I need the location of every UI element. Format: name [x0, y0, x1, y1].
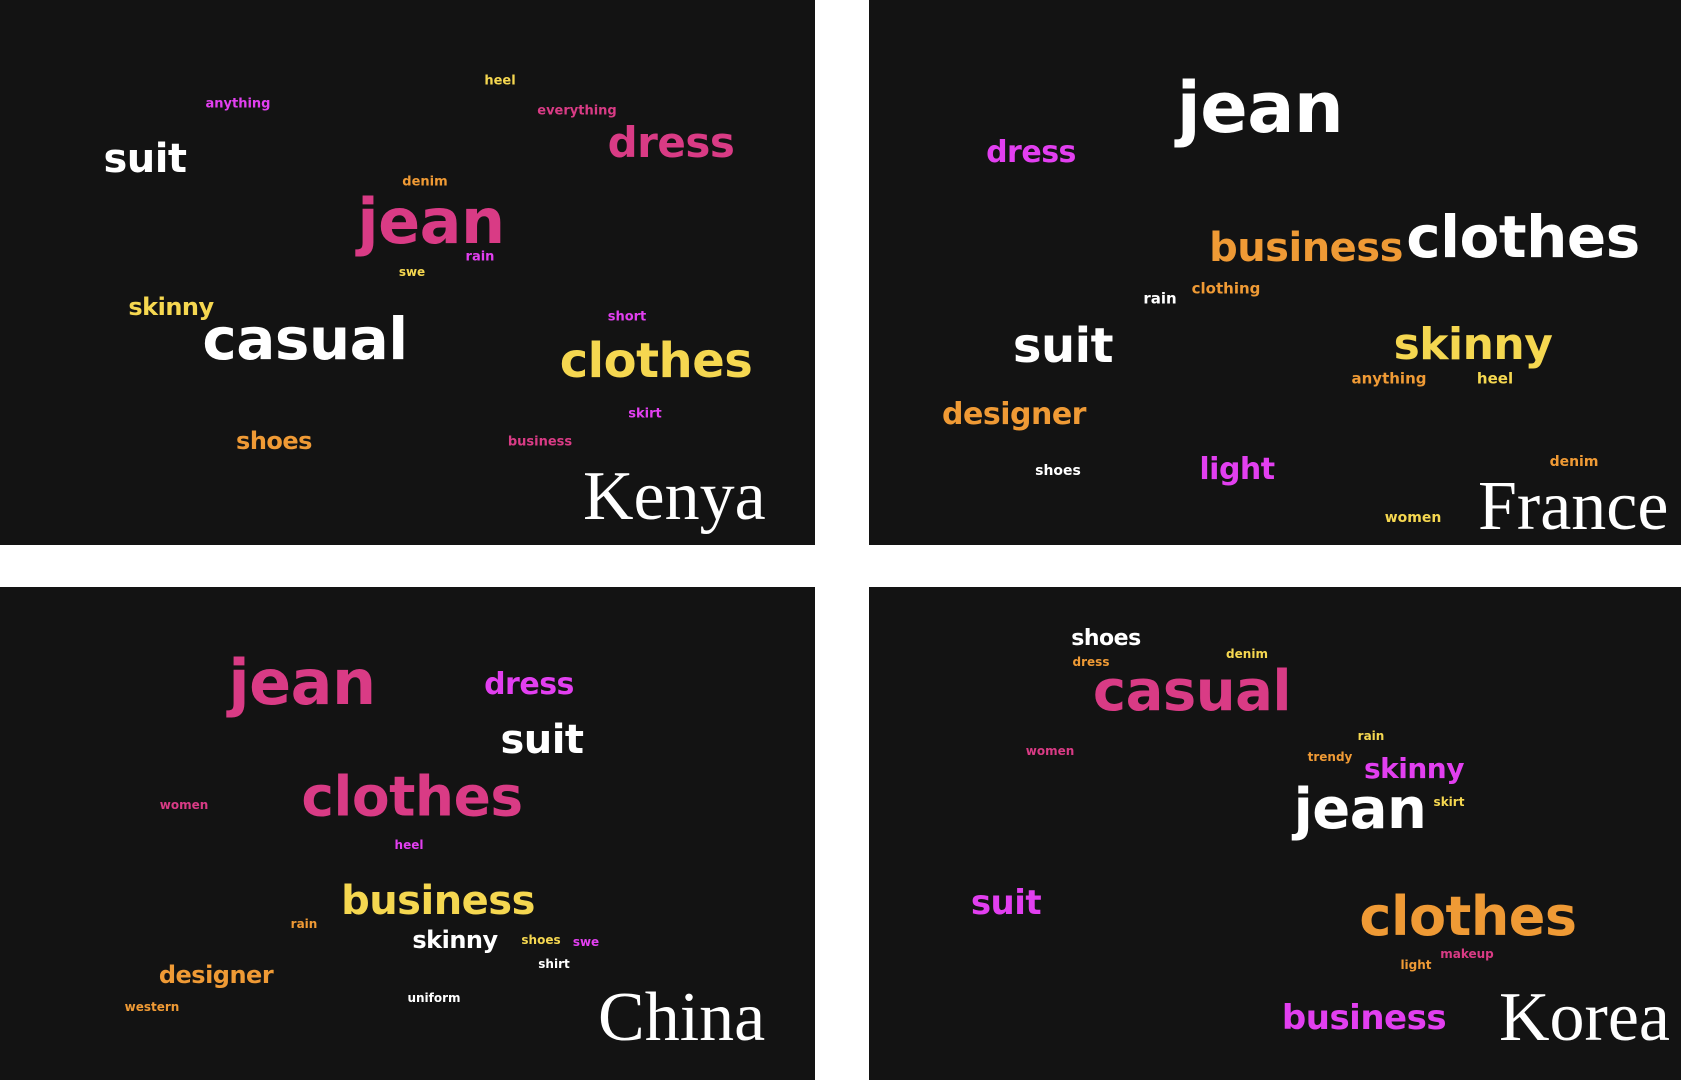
word-women: women [1025, 744, 1075, 758]
word-rain: rain [1357, 729, 1385, 743]
word-skinny: skinny [412, 926, 498, 954]
country-label: France [1478, 468, 1669, 545]
word-clothes: clothes [301, 764, 523, 829]
word-casual: casual [202, 305, 408, 373]
country-label: China [598, 979, 766, 1056]
word-light: light [1199, 452, 1275, 487]
country-label: Korea [1499, 979, 1671, 1056]
word-clothes: clothes [1359, 885, 1577, 948]
word-designer: designer [942, 397, 1086, 432]
word-skinny: skinny [1393, 319, 1553, 370]
word-shoes: shoes [521, 933, 561, 947]
word-clothes: clothes [559, 333, 753, 389]
word-designer: designer [158, 961, 274, 989]
word-swe: swe [572, 935, 600, 949]
word-business: business [1209, 225, 1403, 271]
word-western: western [124, 1000, 180, 1014]
word-rain: rain [1143, 289, 1177, 308]
word-shoes: shoes [236, 427, 312, 455]
word-shirt: shirt [538, 957, 570, 971]
word-skirt: skirt [628, 406, 662, 422]
word-clothes: clothes [1406, 203, 1640, 271]
word-anything: anything [1351, 369, 1427, 388]
word-rain: rain [290, 917, 318, 931]
word-denim: denim [1226, 647, 1268, 661]
word-swe: swe [398, 265, 426, 279]
word-business: business [341, 878, 535, 924]
word-business: business [1281, 998, 1447, 1038]
word-jean: jean [1293, 777, 1427, 842]
word-dress: dress [607, 118, 735, 167]
word-cloud-panel-france: women denim shoes heel anything clothing rain l… [869, 0, 1681, 545]
word-women: women [1384, 510, 1442, 526]
word-denim: denim [402, 174, 448, 190]
word-rain: rain [465, 249, 495, 265]
word-cloud-panel-china: uniform western designer shirt swe shoes skinn… [0, 587, 815, 1080]
word-uniform: uniform [407, 991, 461, 1005]
word-skirt: skirt [1433, 795, 1465, 809]
word-dress: dress [1072, 655, 1110, 669]
word-cloud-panel-korea: business light makeup clothes suit jean skirt s… [869, 587, 1681, 1080]
word-jean: jean [357, 185, 505, 258]
word-suit: suit [1012, 318, 1114, 374]
country-label: Kenya [583, 458, 766, 535]
word-everything: everything [537, 103, 617, 119]
word-skinny: skinny [128, 293, 214, 321]
word-heel: heel [484, 73, 516, 89]
word-casual: casual [1092, 659, 1292, 724]
word-jean: jean [1176, 67, 1344, 149]
word-heel: heel [394, 838, 424, 852]
word-women: women [159, 798, 209, 812]
word-light: light [1400, 958, 1432, 972]
word-shoes: shoes [1071, 626, 1141, 651]
word-dress: dress [484, 667, 574, 702]
word-makeup: makeup [1440, 947, 1494, 961]
word-heel: heel [1476, 369, 1514, 388]
word-jean: jean [228, 646, 376, 719]
word-cloud-panel-kenya: business skirt short swe rain denim everything… [0, 0, 815, 545]
word-skinny: skinny [1363, 752, 1465, 785]
word-denim: denim [1549, 454, 1599, 470]
word-suit: suit [970, 883, 1042, 923]
word-anything: anything [205, 96, 271, 112]
word-dress: dress [986, 135, 1076, 170]
word-short: short [607, 309, 647, 325]
word-trendy: trendy [1307, 750, 1353, 764]
word-business: business [507, 434, 573, 450]
word-suit: suit [500, 717, 584, 763]
word-shoes: shoes [1035, 463, 1081, 479]
word-suit: suit [103, 136, 187, 182]
word-clothing: clothing [1191, 279, 1261, 298]
